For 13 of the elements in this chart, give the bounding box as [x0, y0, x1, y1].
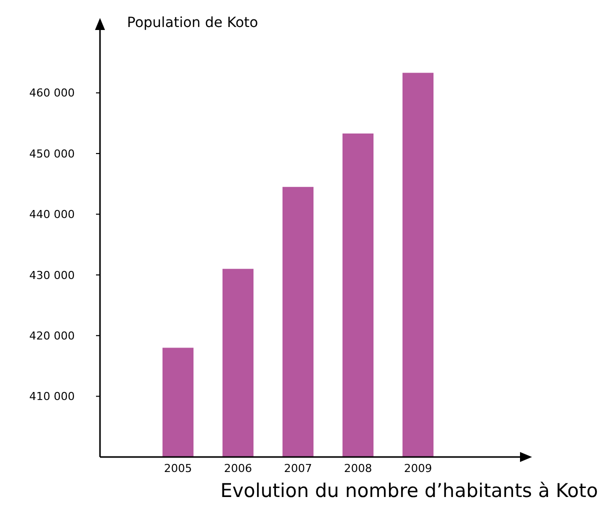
- y-axis-title: Population de Koto: [127, 15, 258, 31]
- x-tick-label: 2006: [224, 462, 252, 475]
- x-tick-label: 2008: [344, 462, 372, 475]
- y-tick-label: 450 000: [29, 147, 75, 160]
- x-axis-title: Evolution du nombre d’habitants à Koto: [220, 480, 598, 502]
- y-tick-label: 410 000: [29, 390, 75, 404]
- y-tick-label: 420 000: [29, 329, 75, 342]
- x-tick-label: 2009: [404, 462, 432, 475]
- y-tick-label: 440 000: [29, 208, 75, 222]
- y-tick-label: 460 000: [29, 86, 75, 100]
- x-tick-label: 2007: [284, 462, 312, 475]
- y-tick-label: 430 000: [29, 268, 75, 282]
- x-tick-label: 2005: [164, 462, 192, 475]
